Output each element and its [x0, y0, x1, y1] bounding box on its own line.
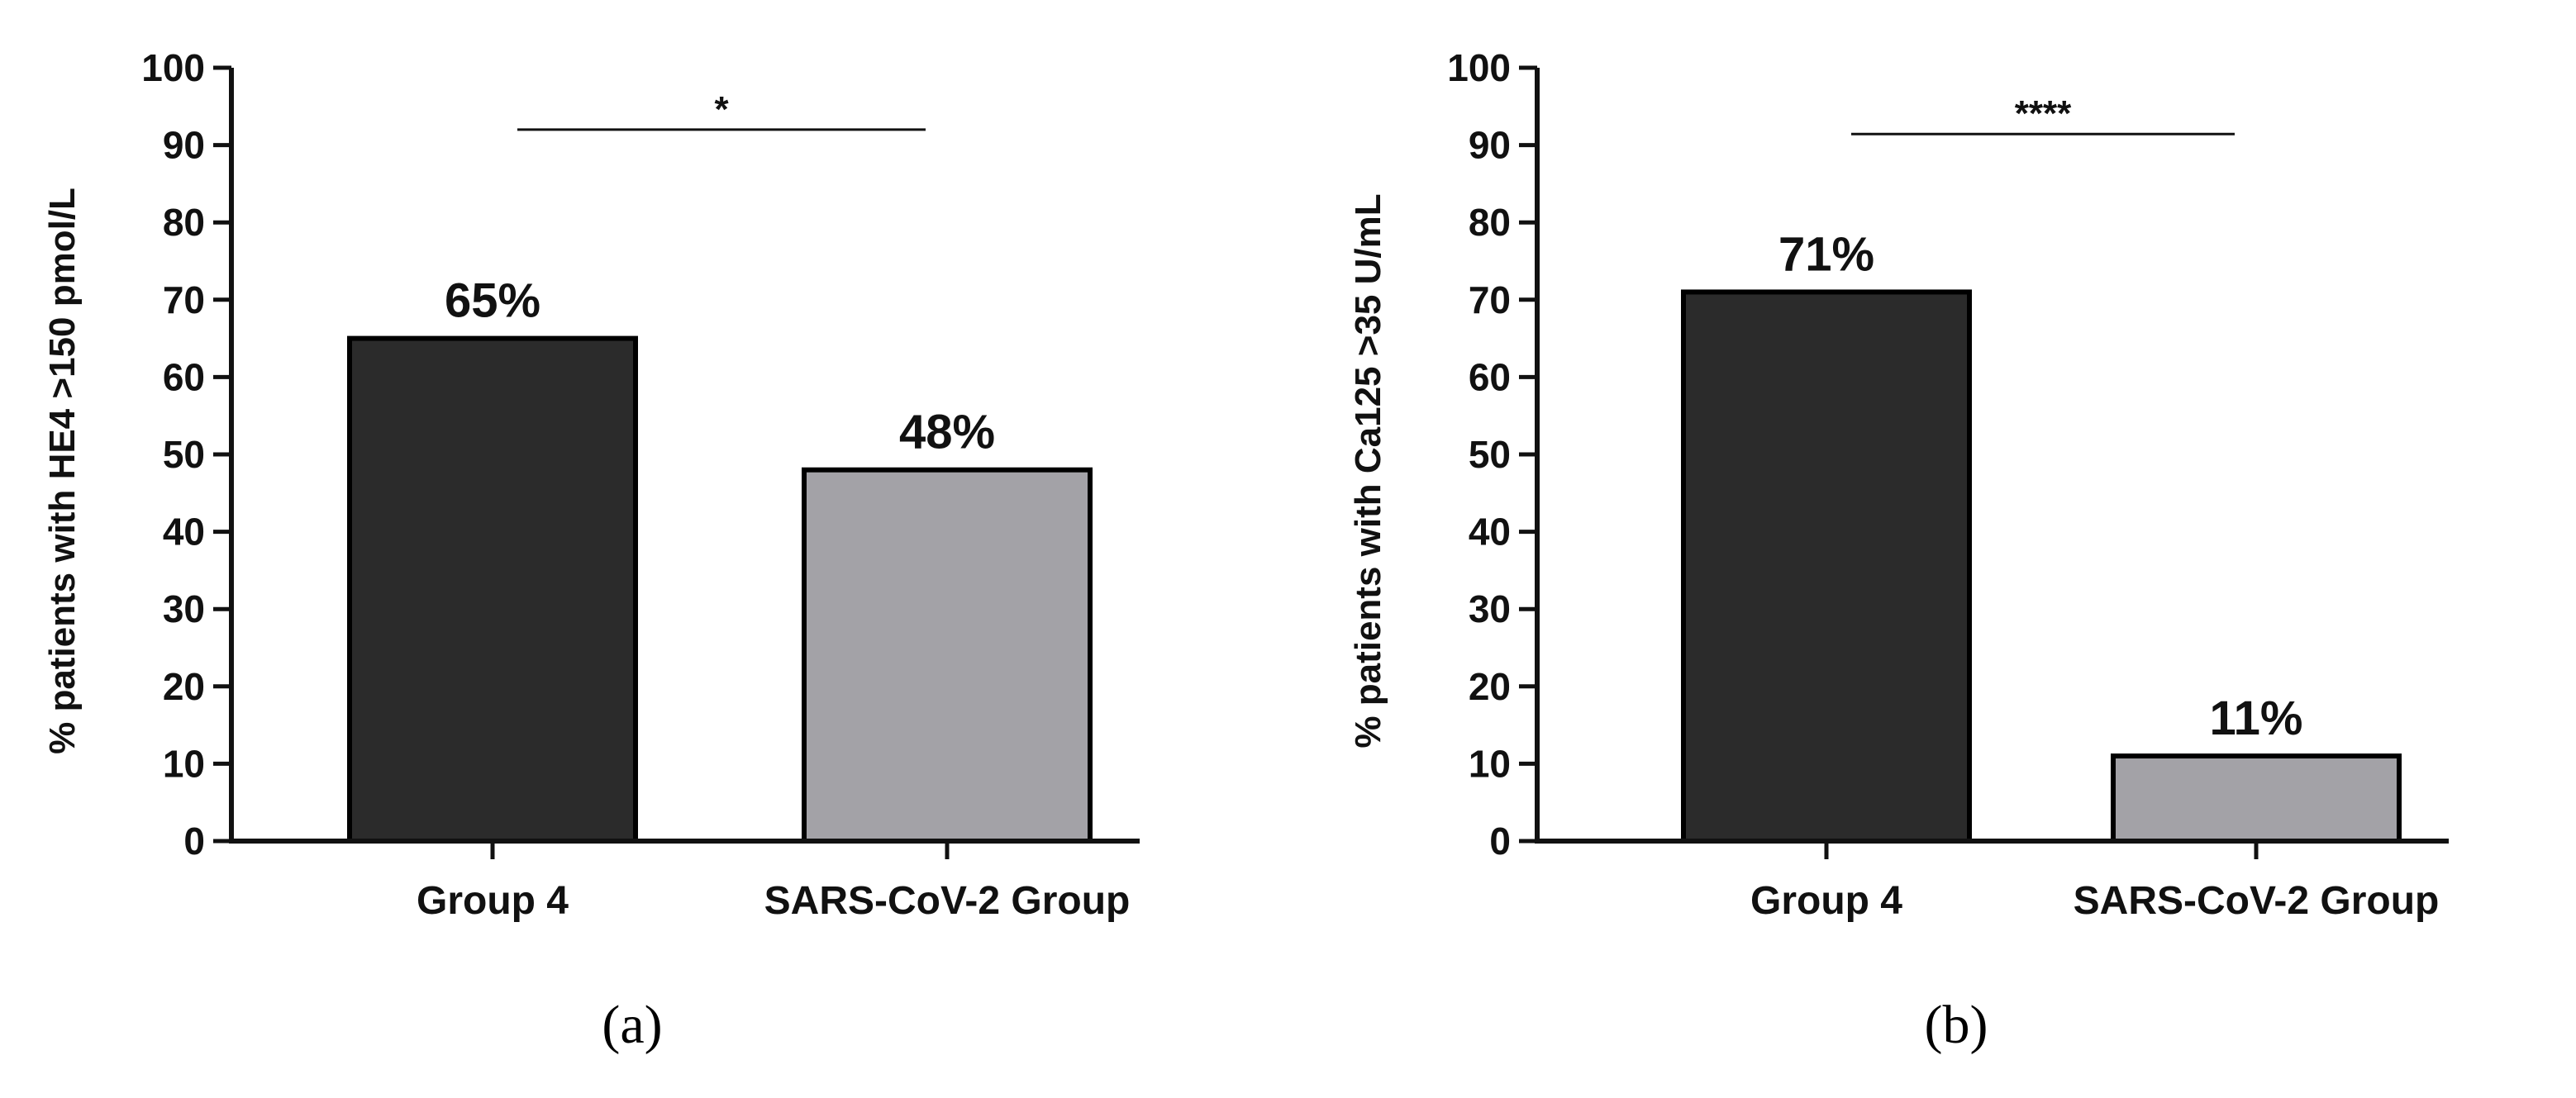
panel-caption: (b) [1925, 995, 1988, 1055]
y-tick-label: 30 [163, 587, 205, 630]
x-tick-label: Group 4 [1750, 879, 1902, 923]
y-tick-label: 50 [1469, 433, 1511, 476]
panel-caption: (a) [602, 995, 662, 1055]
y-tick-label: 70 [1469, 278, 1511, 321]
x-tick-label: SARS-CoV-2 Group [764, 879, 1131, 923]
chart-panel-b: 71% 11% 0 10 20 30 40 50 60 70 80 90 100 Group 4 SARS-… [1348, 46, 2449, 1055]
bar-group-4 [1681, 289, 1972, 844]
y-tick-label: 70 [163, 278, 205, 321]
y-tick-label: 10 [163, 742, 205, 785]
y-tick-label: 100 [141, 46, 205, 89]
y-tick-label: 90 [163, 124, 205, 167]
y-tick-label: 60 [1469, 355, 1511, 398]
y-tick-label: 80 [163, 201, 205, 244]
x-tick-label: Group 4 [417, 879, 569, 923]
bar-group-4 [347, 335, 638, 844]
y-tick-label: 0 [1489, 820, 1511, 863]
chart-panel-a: 65% 48% 0 10 20 30 40 50 60 70 80 90 100 Group 4 SARS-… [42, 46, 1140, 1055]
y-axis-title: % patients with Ca125 >35 U/mL [1348, 193, 1388, 748]
data-label: 11% [2210, 692, 2303, 745]
y-tick-label: 80 [1469, 201, 1511, 244]
data-label: 65% [445, 274, 540, 328]
y-tick-label: 40 [163, 511, 205, 554]
significance-label: **** [2015, 93, 2072, 134]
data-label: 48% [899, 406, 995, 459]
y-tick-label: 60 [163, 355, 205, 398]
y-tick-label: 50 [163, 433, 205, 476]
y-tick-label: 10 [1469, 742, 1511, 785]
y-tick-label: 20 [1469, 665, 1511, 708]
y-tick-label: 40 [1469, 511, 1511, 554]
y-tick-label: 100 [1447, 46, 1511, 89]
bar-sars-cov-2-group [2111, 753, 2402, 844]
data-label: 71% [1778, 227, 1874, 281]
y-tick-label: 90 [1469, 124, 1511, 167]
y-tick-label: 30 [1469, 587, 1511, 630]
y-tick-label: 0 [183, 820, 205, 863]
bar-sars-cov-2-group [802, 467, 1093, 844]
significance-label: * [714, 89, 729, 130]
y-tick-label: 20 [163, 665, 205, 708]
x-tick-label: SARS-CoV-2 Group [2074, 879, 2440, 923]
y-axis-title: % patients with HE4 >150 pmol/L [42, 188, 83, 754]
